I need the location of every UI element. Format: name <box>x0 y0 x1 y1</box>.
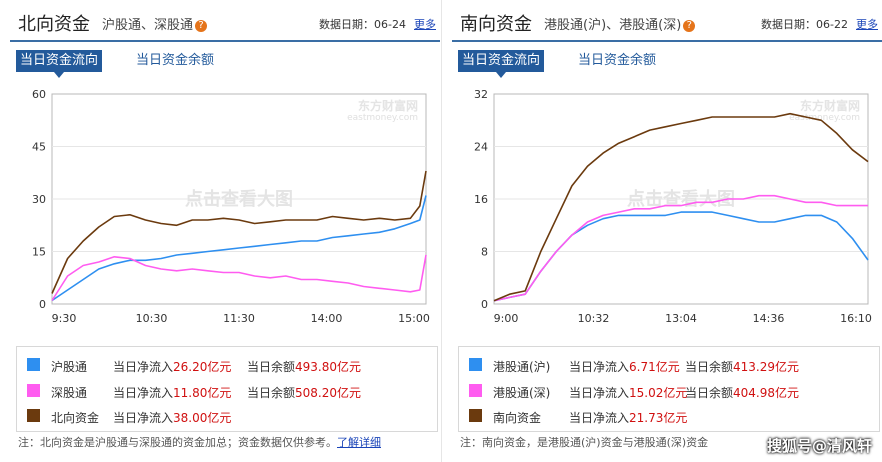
legend-swatch <box>27 384 40 397</box>
panel-title: 北向资金 <box>18 14 90 35</box>
tab-daily-balance[interactable]: 当日资金余额 <box>136 53 215 68</box>
y-tick-label: 60 <box>32 88 46 101</box>
y-tick-label: 24 <box>474 141 488 154</box>
logo-watermark-sub: eastmoney.com <box>789 113 860 123</box>
y-tick-label: 0 <box>481 298 488 311</box>
legend-name: 南向资金 <box>493 411 542 425</box>
legend-balance: 当日余额508.20亿元 <box>247 386 362 400</box>
panel-header: 北向资金 沪股通、深股通? 数据日期：06-24 更多 <box>10 0 440 42</box>
x-tick-label: 10:30 <box>136 312 168 325</box>
more-link[interactable]: 更多 <box>856 18 878 31</box>
legend-balance: 当日余额404.98亿元 <box>685 386 800 400</box>
legend-row: 南向资金 当日净流入21.73亿元 <box>459 404 879 428</box>
southbound-panel: 南向资金 港股通(沪)、港股通(深)? 数据日期：06-22 更多 当日资金流向… <box>452 0 882 462</box>
y-tick-label: 16 <box>474 193 488 206</box>
panel-subtitle: 沪股通、深股通? <box>102 14 208 33</box>
tab-daily-flow[interactable]: 当日资金流向 <box>458 50 545 78</box>
x-tick-label: 11:30 <box>223 312 255 325</box>
series-line <box>493 112 869 302</box>
y-tick-label: 15 <box>32 246 46 259</box>
x-tick-label: 10:32 <box>578 312 610 325</box>
y-tick-label: 30 <box>32 193 46 206</box>
series-line <box>51 254 427 301</box>
legend-box: 沪股通 当日净流入26.20亿元 当日余额493.80亿元 深股通 当日净流入1… <box>16 346 438 432</box>
chart-watermark: 点击查看大图 <box>627 188 735 210</box>
legend-name: 港股通(沪) <box>493 360 551 374</box>
legend-name: 深股通 <box>51 386 88 400</box>
data-date: 数据日期：06-22 <box>761 18 848 31</box>
legend-inflow: 当日净流入38.00亿元 <box>113 411 232 425</box>
help-icon[interactable]: ? <box>195 20 208 32</box>
northbound-panel: 北向资金 沪股通、深股通? 数据日期：06-24 更多 当日资金流向 当日资金余… <box>10 0 440 462</box>
y-tick-label: 8 <box>481 246 488 259</box>
panel-title: 南向资金 <box>460 14 532 35</box>
y-tick-label: 45 <box>32 141 46 154</box>
help-icon[interactable]: ? <box>683 20 696 32</box>
y-tick-label: 32 <box>474 88 488 101</box>
legend-inflow: 当日净流入26.20亿元 <box>113 360 232 374</box>
series-line <box>51 195 427 302</box>
legend-row: 深股通 当日净流入11.80亿元 当日余额508.20亿元 <box>17 379 437 403</box>
legend-inflow: 当日净流入15.02亿元 <box>569 386 688 400</box>
panel-divider <box>441 0 442 462</box>
legend-balance: 当日余额493.80亿元 <box>247 360 362 374</box>
panel-subtitle: 港股通(沪)、港股通(深)? <box>544 14 696 33</box>
chart-watermark: 点击查看大图 <box>185 188 293 210</box>
legend-row: 港股通(深) 当日净流入15.02亿元 当日余额404.98亿元 <box>459 379 879 403</box>
legend-swatch <box>469 384 482 397</box>
logo-watermark: 东方财富网 <box>800 98 860 113</box>
footnote: 注：北向资金是沪股通与深股通的资金加总；资金数据仅供参考。了解详细 <box>18 436 381 449</box>
footnote: 注：南向资金，是港股通(沪)资金与港股通(深)资金 <box>460 436 709 449</box>
series-line <box>51 170 427 294</box>
panel-header: 南向资金 港股通(沪)、港股通(深)? 数据日期：06-22 更多 <box>452 0 882 42</box>
southbound-chart[interactable]: 0 8 16 24 32 9:00 10:32 13:04 14:36 16:10 点击查看大图 东方… <box>452 84 882 334</box>
x-tick-label: 15:00 <box>398 312 430 325</box>
learn-more-link[interactable]: 了解详细 <box>337 436 381 449</box>
legend-row: 港股通(沪) 当日净流入6.71亿元 当日余额413.29亿元 <box>459 353 879 377</box>
tab-daily-balance[interactable]: 当日资金余额 <box>578 53 657 68</box>
legend-swatch <box>27 409 40 422</box>
legend-name: 港股通(深) <box>493 386 551 400</box>
logo-watermark-sub: eastmoney.com <box>347 113 418 123</box>
x-tick-label: 14:00 <box>311 312 343 325</box>
legend-inflow: 当日净流入11.80亿元 <box>113 386 232 400</box>
legend-box: 港股通(沪) 当日净流入6.71亿元 当日余额413.29亿元 港股通(深) 当… <box>458 346 880 432</box>
x-tick-label: 14:36 <box>753 312 785 325</box>
legend-row: 北向资金 当日净流入38.00亿元 <box>17 404 437 428</box>
legend-row: 沪股通 当日净流入26.20亿元 当日余额493.80亿元 <box>17 353 437 377</box>
logo-watermark: 东方财富网 <box>358 98 418 113</box>
legend-inflow: 当日净流入6.71亿元 <box>569 360 680 374</box>
x-tick-label: 9:00 <box>494 312 519 325</box>
legend-balance: 当日余额413.29亿元 <box>685 360 800 374</box>
more-link[interactable]: 更多 <box>414 18 436 31</box>
y-tick-label: 0 <box>39 298 46 311</box>
tab-daily-flow[interactable]: 当日资金流向 <box>16 50 103 78</box>
credit-watermark: 搜狐号@清风轩 <box>766 437 872 455</box>
data-date: 数据日期：06-24 <box>319 18 406 31</box>
legend-swatch <box>469 358 482 371</box>
legend-swatch <box>27 358 40 371</box>
northbound-chart[interactable]: 0 15 30 45 60 9:30 10:30 11:30 14:00 15:00 点击查看大图 东… <box>10 84 440 334</box>
x-tick-label: 13:04 <box>665 312 697 325</box>
legend-name: 沪股通 <box>51 360 88 374</box>
x-tick-label: 16:10 <box>840 312 872 325</box>
legend-inflow: 当日净流入21.73亿元 <box>569 411 688 425</box>
series-line <box>493 194 868 302</box>
legend-swatch <box>469 409 482 422</box>
x-tick-label: 9:30 <box>52 312 77 325</box>
legend-name: 北向资金 <box>51 411 100 425</box>
